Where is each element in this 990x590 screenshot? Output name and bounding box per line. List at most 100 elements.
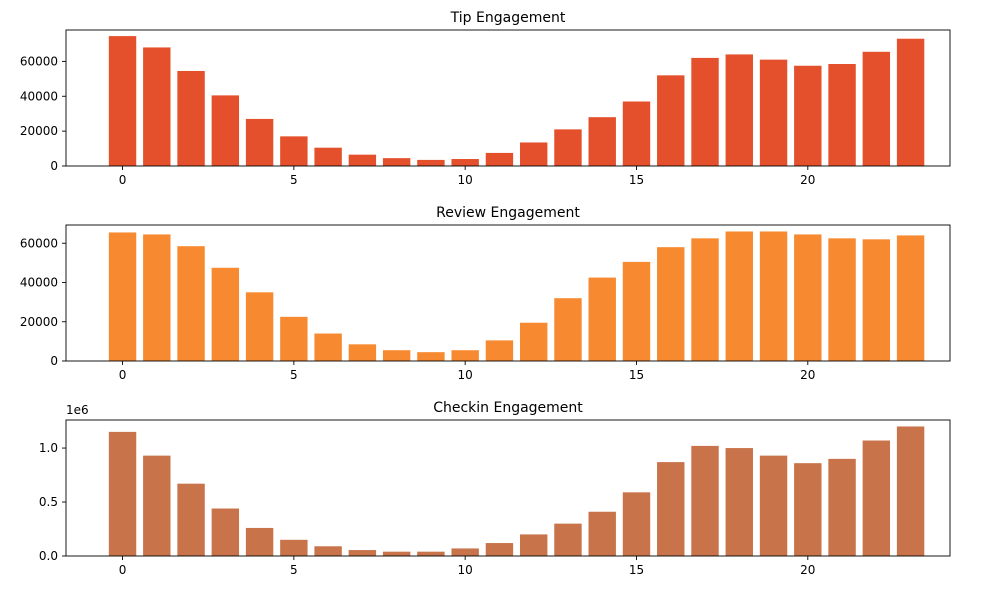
bar xyxy=(211,95,240,166)
y-offset-text: 1e6 xyxy=(66,403,89,417)
chart-title: Tip Engagement xyxy=(450,10,566,26)
bar xyxy=(691,57,719,166)
x-tick-label: 10 xyxy=(458,173,473,187)
y-tick-label: 0.5 xyxy=(39,495,58,509)
bar xyxy=(588,277,616,361)
y-tick-label: 0 xyxy=(50,354,58,368)
bar xyxy=(485,152,514,166)
x-tick-label: 0 xyxy=(119,563,127,577)
bar xyxy=(896,38,925,166)
x-tick-label: 10 xyxy=(458,368,473,382)
bar xyxy=(622,101,651,166)
bar xyxy=(245,118,274,166)
bar xyxy=(725,448,753,556)
bar xyxy=(485,340,514,361)
chart-panel-3: Checkin Engagement 0 5 10 15 20 0.0 0.5 1.0 1e6 xyxy=(39,400,951,577)
bar xyxy=(485,543,514,556)
bar xyxy=(862,51,891,166)
bar xyxy=(828,64,856,166)
bar xyxy=(759,455,788,556)
bar xyxy=(554,298,582,361)
bar xyxy=(280,539,308,556)
bar xyxy=(691,445,719,556)
x-tick-label: 5 xyxy=(290,563,298,577)
chart-title: Checkin Engagement xyxy=(433,400,583,416)
x-tick-label: 20 xyxy=(800,368,815,382)
bar xyxy=(896,235,925,361)
bar xyxy=(657,247,685,361)
bar xyxy=(280,136,308,166)
chart-panel-2: Review Engagement 0 5 10 15 20 0 20000 40000 6000… xyxy=(20,205,951,382)
bar xyxy=(862,440,891,556)
y-tick-label: 60000 xyxy=(20,236,58,250)
bar xyxy=(519,534,548,556)
bar xyxy=(519,142,548,166)
bar xyxy=(554,129,582,166)
bar xyxy=(280,316,308,361)
bar xyxy=(691,238,719,361)
bar xyxy=(451,548,479,556)
bar xyxy=(314,546,342,556)
bar xyxy=(143,47,171,166)
axes-frame xyxy=(65,29,951,167)
bar xyxy=(554,523,582,556)
bar xyxy=(211,508,240,556)
bar xyxy=(382,551,411,556)
bar xyxy=(896,426,925,556)
chart-title: Review Engagement xyxy=(436,205,580,221)
bar xyxy=(382,350,411,361)
bar xyxy=(314,333,342,361)
y-tick-label: 0 xyxy=(50,159,58,173)
bar xyxy=(657,462,685,556)
chart-panel-1: Tip Engagement 0 5 10 15 20 0 20000 40000 60000 xyxy=(20,10,951,187)
x-tick-label: 20 xyxy=(800,173,815,187)
bar xyxy=(519,322,548,361)
bar xyxy=(862,239,891,361)
y-tick-label: 40000 xyxy=(20,89,58,103)
x-tick-label: 5 xyxy=(290,173,298,187)
bar xyxy=(177,246,205,361)
bar xyxy=(417,159,445,166)
bar xyxy=(143,234,171,361)
bar xyxy=(108,232,137,361)
bar xyxy=(348,154,377,166)
bar xyxy=(108,431,137,556)
bar xyxy=(828,238,856,361)
bar xyxy=(588,117,616,166)
axes-frame xyxy=(65,224,951,362)
bar xyxy=(245,527,274,556)
bar xyxy=(622,261,651,361)
bar xyxy=(794,65,822,166)
bar xyxy=(759,59,788,166)
bar xyxy=(382,158,411,166)
x-tick-label: 20 xyxy=(800,563,815,577)
x-tick-label: 15 xyxy=(629,173,644,187)
y-tick-label: 20000 xyxy=(20,315,58,329)
bar xyxy=(211,267,240,361)
x-tick-label: 10 xyxy=(458,563,473,577)
x-tick-label: 0 xyxy=(119,368,127,382)
bar xyxy=(794,234,822,361)
bar xyxy=(177,483,205,556)
bar xyxy=(759,231,788,361)
bar xyxy=(108,36,137,166)
bar xyxy=(451,159,479,166)
bar xyxy=(143,455,171,556)
bar xyxy=(348,344,377,361)
y-tick-label: 1.0 xyxy=(39,441,58,455)
bar xyxy=(245,292,274,361)
x-tick-label: 0 xyxy=(119,173,127,187)
y-tick-label: 60000 xyxy=(20,54,58,68)
y-tick-label: 40000 xyxy=(20,276,58,290)
x-tick-label: 15 xyxy=(629,368,644,382)
y-tick-label: 0.0 xyxy=(39,549,58,563)
x-tick-label: 15 xyxy=(629,563,644,577)
bar xyxy=(177,70,205,166)
bar xyxy=(794,463,822,556)
bar xyxy=(725,54,753,166)
axes-frame xyxy=(65,419,951,557)
bar xyxy=(348,550,377,556)
y-tick-label: 20000 xyxy=(20,124,58,138)
bar xyxy=(451,350,479,361)
